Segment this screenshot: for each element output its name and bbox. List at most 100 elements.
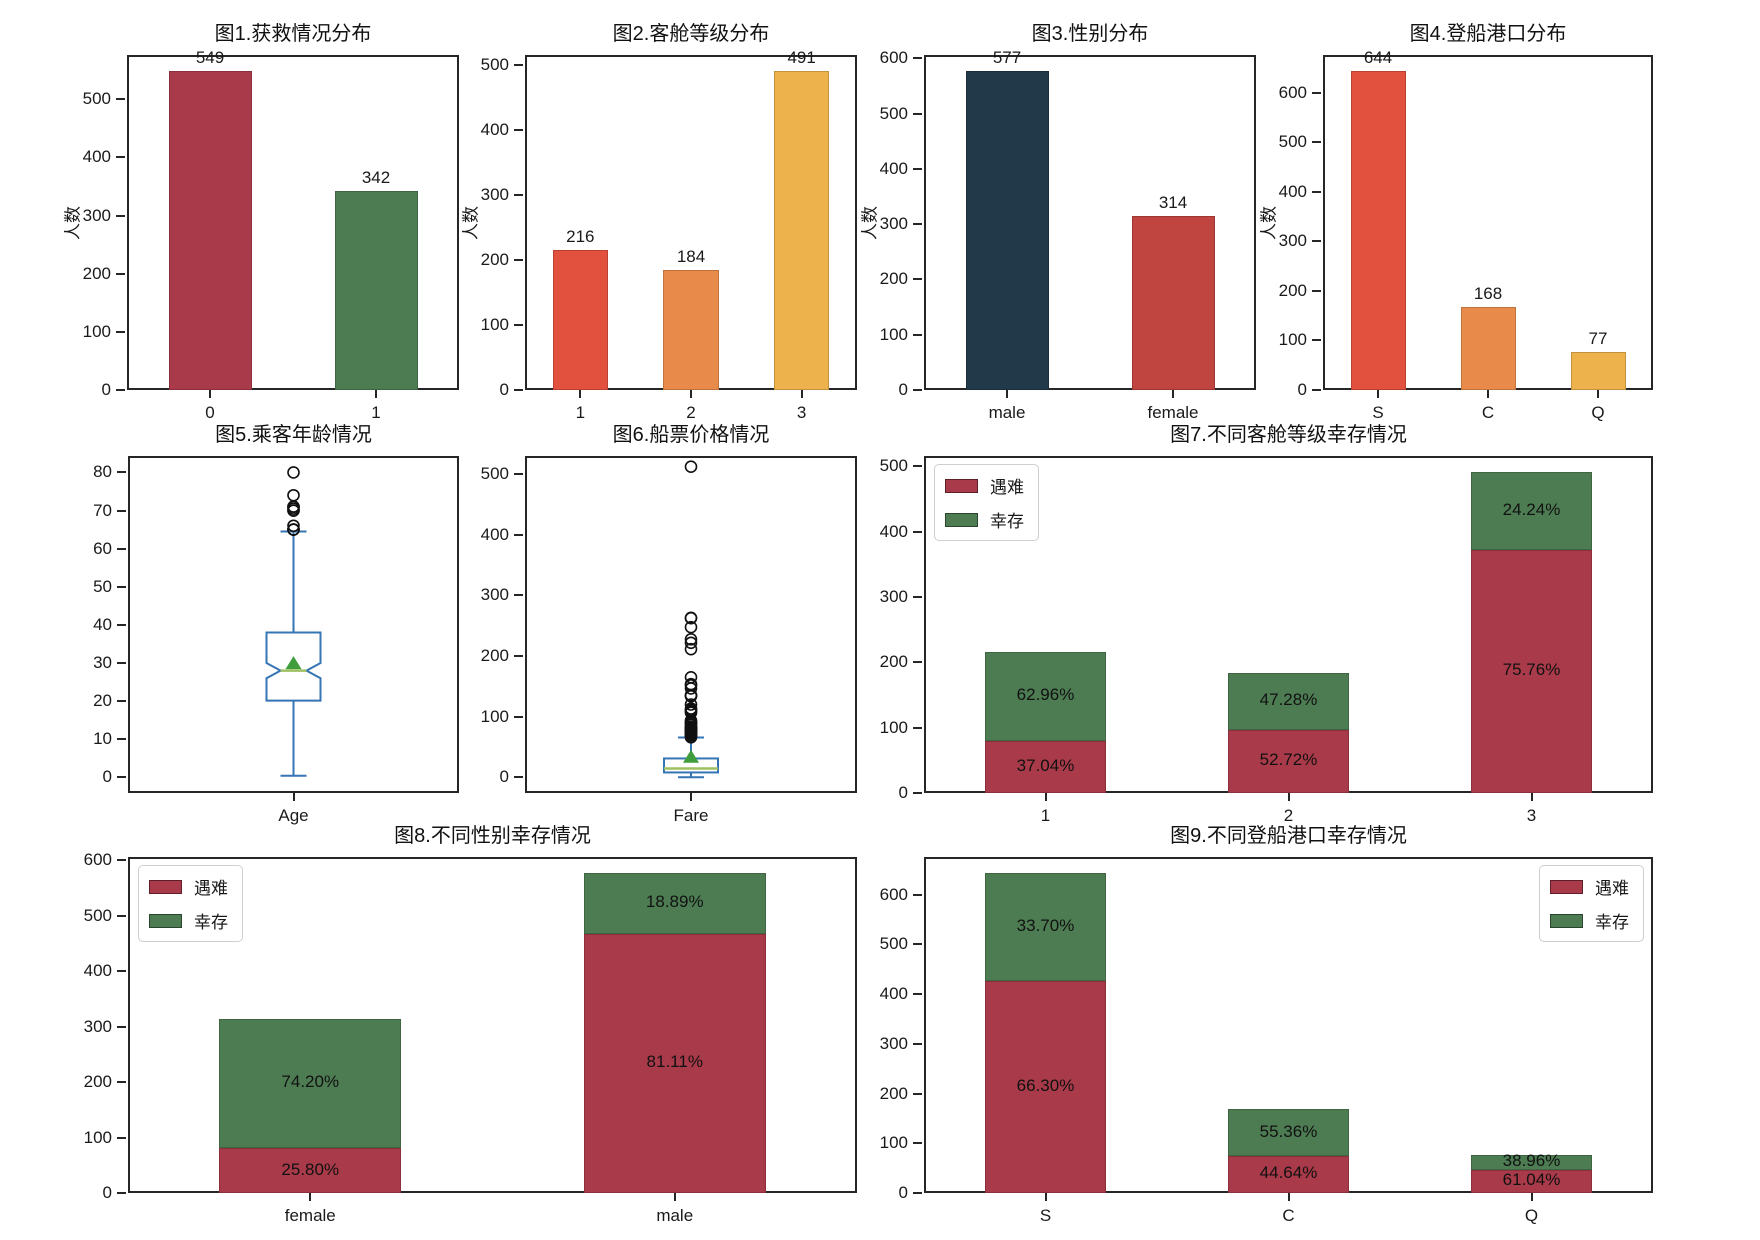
x-tick [375, 390, 377, 398]
legend-item-label: 幸存 [990, 512, 1024, 531]
y-tick [117, 662, 126, 664]
y-tick [913, 661, 922, 664]
legend: 遇难幸存 [138, 865, 243, 942]
y-tick-label: 400 [480, 120, 509, 140]
bar-value-label: 342 [361, 168, 391, 188]
y-tick [117, 1081, 126, 1084]
y-tick [117, 1025, 126, 1028]
y-tick-label: 60 [93, 538, 112, 558]
outlier-point [684, 611, 698, 625]
box [265, 631, 322, 702]
segment-pct-label: 37.04% [1016, 755, 1075, 775]
y-tick-label: 200 [480, 646, 509, 666]
x-tick [1287, 793, 1290, 801]
y-tick-label: 500 [480, 464, 509, 484]
y-tick [913, 893, 922, 896]
y-tick-label: 500 [879, 934, 908, 954]
y-tick [117, 623, 126, 626]
legend-item: 幸存 [1550, 908, 1629, 933]
bar-value-label: 491 [787, 47, 816, 67]
x-tick-label: Age [278, 806, 309, 825]
x-tick-label: 2 [1283, 806, 1294, 825]
y-tick-label: 500 [879, 103, 908, 123]
stacked-segment [984, 872, 1107, 981]
y-tick [913, 530, 922, 533]
legend-item: 遇难 [149, 874, 228, 899]
y-tick [913, 112, 922, 115]
y-tick-label: 500 [83, 905, 112, 925]
y-tick-label: 400 [480, 524, 509, 544]
x-tick-label: male [988, 403, 1026, 422]
chart-title: 图1.获救情况分布 [214, 23, 372, 45]
y-tick-label: 400 [879, 984, 908, 1004]
y-tick-label: 200 [82, 263, 111, 283]
chart9-axes: 图9.不同登船港口幸存情况 0 100 200 300 400 500 600 S C Q 66.30… [880, 825, 1653, 1225]
stacked-segment [583, 933, 766, 1193]
legend-item-label: 幸存 [1595, 913, 1629, 932]
bar [663, 270, 719, 390]
legend-item: 幸存 [149, 908, 228, 933]
y-tick [913, 726, 922, 729]
outlier-point [684, 702, 698, 715]
y-tick [1312, 389, 1321, 391]
y-tick-label: 500 [480, 55, 509, 75]
chart6-axes: 图6.船票价格情况 0 100 200 300 400 500 Fare [481, 424, 857, 825]
outlier-point [684, 698, 698, 711]
y-tick [913, 1192, 922, 1194]
y-tick [913, 792, 922, 794]
outlier-point [287, 519, 300, 533]
y-tick-label: 50 [93, 576, 112, 596]
y-tick [913, 167, 922, 170]
y-tick [514, 64, 523, 67]
y-tick-label: 200 [879, 269, 908, 289]
legend-item: 遇难 [945, 473, 1024, 498]
segment-pct-label: 33.70% [1016, 915, 1075, 935]
legend: 遇难幸存 [934, 464, 1039, 541]
y-tick [514, 473, 523, 476]
y-tick [913, 57, 922, 60]
outlier-point [684, 677, 698, 691]
legend-item-label: 幸存 [194, 913, 228, 932]
y-tick [117, 1136, 126, 1139]
legend-swatch [1550, 913, 1583, 928]
y-tick-label: 300 [879, 586, 908, 606]
stacked-segment [984, 740, 1107, 793]
y-tick-label: 600 [83, 850, 112, 870]
x-tick [1487, 390, 1489, 398]
chart-title: 图4.登船港口分布 [1409, 23, 1567, 45]
y-tick-label: 20 [93, 691, 112, 711]
outlier-point [287, 523, 300, 536]
legend: 遇难 幸存 [1539, 865, 1644, 942]
y-tick [514, 324, 523, 326]
bar [552, 249, 608, 390]
chart-title: 图8.不同性别幸存情况 [394, 825, 591, 847]
mean-marker [285, 656, 302, 670]
legend-swatch [1550, 879, 1583, 894]
y-tick [117, 471, 126, 474]
y-tick-label: 600 [879, 884, 908, 904]
y-tick [913, 595, 922, 598]
y-tick [913, 333, 922, 336]
bar-value-label: 577 [992, 48, 1022, 68]
boxplot-svg [663, 460, 719, 779]
y-tick [913, 389, 922, 391]
legend-item-label: 遇难 [1595, 879, 1629, 898]
y-axis-label: 人数 [461, 205, 481, 240]
y-tick-label: 200 [480, 250, 509, 270]
y-tick-label: 40 [93, 614, 112, 634]
legend-swatch [945, 478, 978, 493]
y-tick-label: 300 [879, 1033, 908, 1053]
y-tick-label: 100 [83, 1127, 112, 1147]
y-tick-label: 0 [499, 380, 509, 399]
y-tick [117, 509, 126, 512]
boxplot-svg [265, 466, 322, 777]
y-tick-label: 300 [82, 205, 111, 225]
y-tick [116, 156, 125, 159]
x-tick-label: Q [1524, 1206, 1539, 1225]
y-tick-label: 300 [480, 185, 509, 205]
y-tick-label: 300 [480, 585, 509, 605]
x-tick-label: 0 [205, 403, 215, 422]
outlier-point [684, 633, 698, 646]
outlier-point [684, 460, 698, 474]
